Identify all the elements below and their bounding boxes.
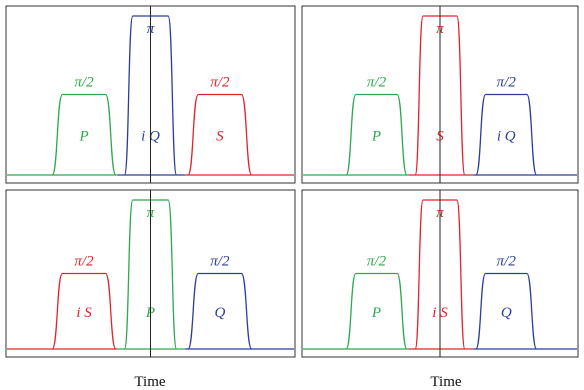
pulse-angle-label: π/2 bbox=[74, 75, 94, 91]
pulse-name-label: P bbox=[371, 305, 381, 321]
panel-2: π/2PπSπ/2i Q bbox=[301, 5, 579, 184]
pulse-red bbox=[187, 93, 253, 176]
pulse-angle-label: π/2 bbox=[367, 254, 387, 270]
panel-4: π/2Pπi Sπ/2Q bbox=[301, 189, 579, 358]
pulse-angle-label: π/2 bbox=[210, 254, 230, 270]
pulse-red bbox=[51, 272, 117, 350]
panel-1: π/2Pπi Qπ/2S bbox=[5, 5, 296, 184]
panels: π/2Pπi Qπ/2Sπ/2PπSπ/2i Qπ/2i SπPπ/2Qπ/2P… bbox=[5, 5, 579, 358]
x-axis-label-right: Time bbox=[430, 374, 461, 390]
pulse-green bbox=[345, 93, 408, 176]
pulse-name-label: i Q bbox=[497, 129, 516, 145]
x-axis-label-left: Time bbox=[134, 374, 165, 390]
pulse-angle-label: π/2 bbox=[497, 254, 517, 270]
pulse-name-label: P bbox=[371, 129, 381, 145]
panel-3: π/2i SπPπ/2Q bbox=[5, 189, 296, 358]
pulse-angle-label: π/2 bbox=[497, 75, 517, 91]
pulse-angle-label: π/2 bbox=[210, 75, 230, 91]
pulse-blue bbox=[475, 272, 538, 350]
pulse-angle-label: π/2 bbox=[367, 75, 387, 91]
pulse-angle-label: π/2 bbox=[74, 254, 94, 270]
pulse-green bbox=[51, 93, 117, 176]
pulse-blue bbox=[187, 272, 253, 350]
pulse-name-label: Q bbox=[214, 305, 225, 321]
pulse-blue bbox=[475, 93, 538, 176]
pulse-name-label: i S bbox=[76, 305, 92, 321]
pulse-green bbox=[345, 272, 408, 350]
pulse-name-label: P bbox=[78, 129, 88, 145]
pulse-name-label: S bbox=[216, 129, 224, 145]
pulse-name-label: Q bbox=[501, 305, 512, 321]
